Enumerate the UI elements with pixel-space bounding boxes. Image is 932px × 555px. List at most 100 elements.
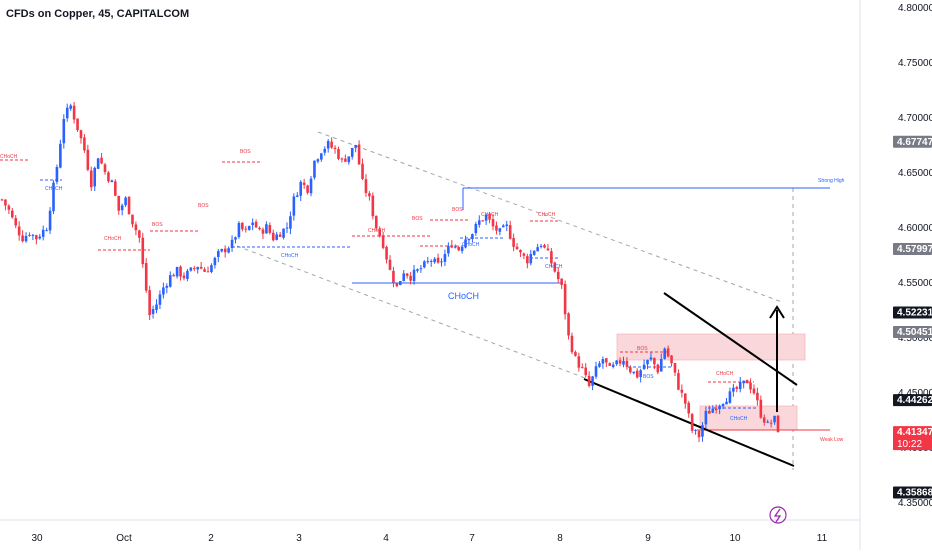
candle-body <box>725 401 728 405</box>
candle-body <box>550 251 553 264</box>
candle-body <box>148 290 151 316</box>
choch-label: CHoCH <box>545 264 563 270</box>
candle-body <box>364 179 368 193</box>
candle-body <box>762 417 766 423</box>
candle-body <box>429 260 433 262</box>
candle-body <box>570 335 574 353</box>
candle-body <box>546 248 550 251</box>
candle-body <box>210 265 213 273</box>
candle-body <box>659 358 663 372</box>
candle-body <box>536 247 539 252</box>
candle-body <box>55 167 59 182</box>
candle-body <box>711 408 715 413</box>
price-label: 4.50451 <box>897 327 932 338</box>
choch-label: CHoCH <box>462 242 480 248</box>
y-tick-label: 4.50000 <box>898 333 932 344</box>
candle-body <box>656 364 660 373</box>
candle-body <box>653 358 656 365</box>
candle-body <box>261 229 265 234</box>
channel-upper-line <box>317 131 783 303</box>
candle-body <box>220 249 224 252</box>
candle-body <box>357 144 361 165</box>
candle-body <box>416 269 419 271</box>
candle-body <box>127 196 131 215</box>
wedge-upper-line <box>663 292 798 386</box>
candle-body <box>179 266 182 277</box>
candle-body <box>206 271 210 273</box>
candle-body <box>4 199 7 206</box>
candle-body <box>103 164 107 173</box>
candle-body <box>704 410 708 425</box>
candle-body <box>735 387 739 389</box>
countdown-label: 10:22 <box>897 439 922 450</box>
candle-body <box>574 352 577 356</box>
candle-body <box>313 160 316 178</box>
candle-body <box>608 363 612 366</box>
candle-body <box>11 210 14 218</box>
candle-body <box>100 157 103 164</box>
candle-body <box>83 137 86 151</box>
candle-body <box>258 227 261 230</box>
candle-body <box>107 172 110 182</box>
candle-body <box>460 246 464 251</box>
candle-body <box>598 363 601 367</box>
choch-label: CHoCH <box>716 371 734 377</box>
candle-body <box>440 261 443 263</box>
channel-lower-line <box>236 245 586 379</box>
candle-body <box>591 376 594 386</box>
candle-body <box>474 224 478 234</box>
price-label-dark-bg <box>893 306 932 319</box>
candle-body <box>59 143 62 168</box>
candle-body <box>271 232 275 241</box>
candle-body <box>594 366 598 377</box>
candle-body <box>495 225 498 231</box>
candle-body <box>632 371 636 374</box>
candle-body <box>223 248 227 253</box>
candle-body <box>426 261 430 263</box>
candle-body <box>605 358 608 363</box>
candle-body <box>134 224 138 231</box>
bos-label: BOS <box>452 207 463 213</box>
candle-body <box>31 234 35 236</box>
candle-body <box>690 414 694 431</box>
candle-body <box>639 370 642 378</box>
candle-body <box>687 402 691 414</box>
candle-body <box>738 382 742 390</box>
candle-body <box>611 364 615 367</box>
price-label-bg <box>893 135 932 148</box>
candle-body <box>694 429 697 431</box>
candle-body <box>275 234 278 240</box>
candle-body <box>618 360 622 364</box>
candle-body <box>508 225 512 239</box>
candle-body <box>333 147 337 149</box>
candle-body <box>433 258 436 263</box>
candle-body <box>419 268 423 270</box>
target-arrow-head <box>769 305 785 319</box>
candle-body <box>309 178 313 194</box>
candle-body <box>155 304 158 311</box>
candle-body <box>646 359 649 365</box>
candle-body <box>773 415 776 423</box>
candle-body <box>560 278 563 285</box>
candle-body <box>289 216 292 229</box>
candle-body <box>371 195 375 217</box>
x-tick-label: Oct <box>116 533 132 544</box>
candle-body <box>217 251 220 257</box>
candle-body <box>728 391 732 403</box>
choch-label: CHoCH <box>0 154 18 160</box>
candle-body <box>532 250 536 255</box>
lightning-bolt-glyph <box>773 508 782 523</box>
bos-label: BOS <box>643 374 654 380</box>
candle-body <box>189 267 193 271</box>
candle-body <box>708 410 711 414</box>
candle-body <box>96 158 100 169</box>
candle-body <box>505 224 509 227</box>
candle-body <box>381 235 385 248</box>
candle-body <box>378 229 381 237</box>
price-label-bg <box>893 326 932 339</box>
candle-body <box>251 222 254 226</box>
candle-body <box>701 425 704 437</box>
candle-body <box>563 283 567 315</box>
candle-body <box>93 167 97 187</box>
